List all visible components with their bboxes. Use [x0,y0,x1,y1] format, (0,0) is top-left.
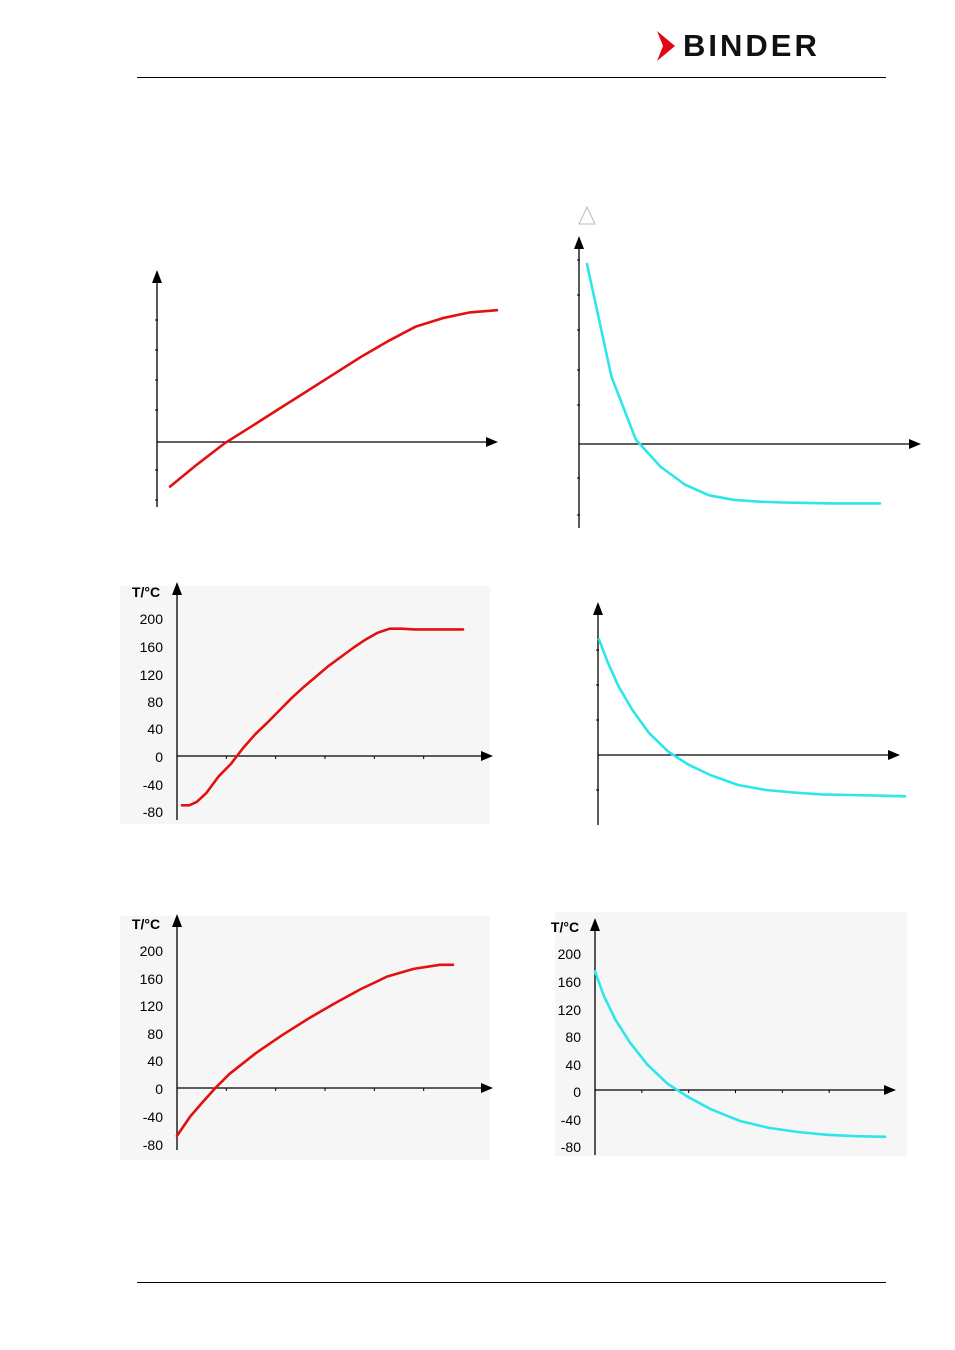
y-axis-arrow [172,914,182,927]
series-line [597,638,907,798]
y-tick-label: 200 [140,611,164,627]
chart-4 [593,602,907,825]
y-axis-arrow [172,582,182,595]
y-tick-label: 0 [573,1084,581,1100]
y-tick-label: -40 [143,777,163,793]
series-line [180,627,465,807]
y-tick-label: 80 [147,1026,163,1042]
y-tick-label: -80 [143,1137,163,1153]
y-tick-label: 120 [140,667,164,683]
y-tick-label: 0 [155,1081,163,1097]
y-tick-label: 80 [565,1029,581,1045]
logo-mark-icon [657,31,675,61]
y-axis-title: T/°C [551,919,579,935]
y-tick-label: 40 [147,1053,163,1069]
y-tick-label: 0 [155,749,163,765]
y-tick-label: -40 [561,1112,581,1128]
chart-3: T/°C 200 160 120 80 40 0 -40 -80 [120,582,493,824]
x-axis-arrow [909,439,921,449]
delta-symbol [578,205,596,225]
y-tick-label: 120 [140,998,164,1014]
brand-name: BINDER [683,28,820,63]
y-tick-label: 200 [140,943,164,959]
y-tick-label: 200 [558,946,582,962]
y-axis-arrow [590,918,600,931]
y-tick-label: 160 [558,974,582,990]
chart-background [120,916,490,1160]
y-tick-label: 160 [140,639,164,655]
y-axis-title: T/°C [132,916,160,932]
y-tick-label: 40 [147,721,163,737]
y-tick-label: 80 [147,694,163,710]
y-axis-arrow [152,270,162,283]
y-axis-arrow [593,602,603,615]
footer-rule [137,1282,886,1283]
y-axis-title: T/°C [132,584,160,600]
y-tick-label: 40 [565,1057,581,1073]
chart-1 [152,270,499,507]
x-axis-arrow [888,750,900,760]
series-line [168,308,499,488]
series-line [585,262,882,505]
y-tick-label: -80 [143,804,163,820]
x-axis-arrow [486,437,498,447]
x-axis-arrow [481,751,493,761]
series-line [175,963,455,1138]
y-tick-label: 120 [558,1002,582,1018]
chart-2 [574,236,921,528]
binder-logo: BINDER [655,28,820,64]
header-rule [137,77,886,78]
chart-5: T/°C 200 160 120 80 40 0 -40 -80 [120,914,493,1160]
chart-background [555,912,907,1156]
chart-6: T/°C 200 160 120 80 40 0 -40 -80 [551,912,907,1156]
chart-background [120,586,490,824]
series-line [593,970,887,1139]
y-tick-label: -40 [143,1109,163,1125]
x-axis-arrow [884,1085,896,1095]
y-tick-label: 160 [140,971,164,987]
x-axis-arrow [481,1083,493,1093]
y-axis-arrow [574,236,584,249]
y-tick-label: -80 [561,1139,581,1155]
